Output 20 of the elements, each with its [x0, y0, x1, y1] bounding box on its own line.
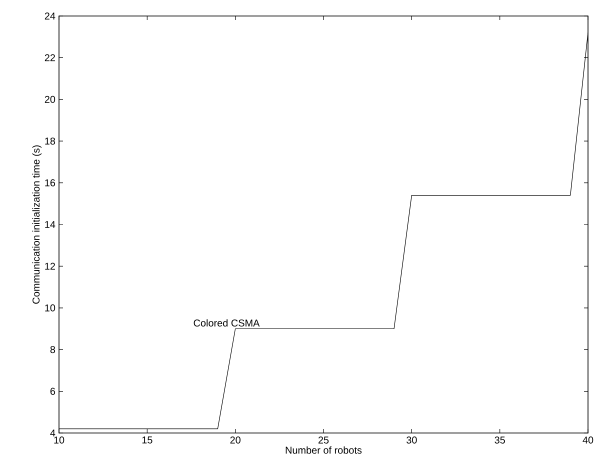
y-tick-label: 16	[45, 179, 56, 186]
y-tick-label: 14	[45, 221, 56, 228]
x-axis-title: Number of robots	[286, 446, 362, 454]
series-label: Colored CSMA	[194, 319, 260, 327]
x-tick-label: 30	[406, 436, 417, 444]
x-tick-label: 40	[582, 436, 594, 444]
x-tick-label: 15	[142, 436, 152, 444]
y-tick-label: 24	[44, 12, 56, 20]
y-tick-label: 18	[45, 138, 56, 145]
y-tick-label: 20	[44, 96, 56, 103]
y-tick-label: 4	[50, 430, 56, 436]
y-tick-label: 6	[50, 388, 56, 395]
y-tick-label: 10	[45, 304, 56, 312]
x-tick-label: 20	[230, 436, 240, 444]
y-axis-title: Communication initialization time (s)	[32, 145, 42, 304]
x-tick-label: 35	[494, 436, 505, 444]
y-tick-label: 8	[50, 346, 56, 354]
x-tick-label: 25	[318, 436, 329, 444]
y-tick-label: 12	[45, 262, 55, 270]
y-tick-label: 22	[44, 54, 55, 62]
